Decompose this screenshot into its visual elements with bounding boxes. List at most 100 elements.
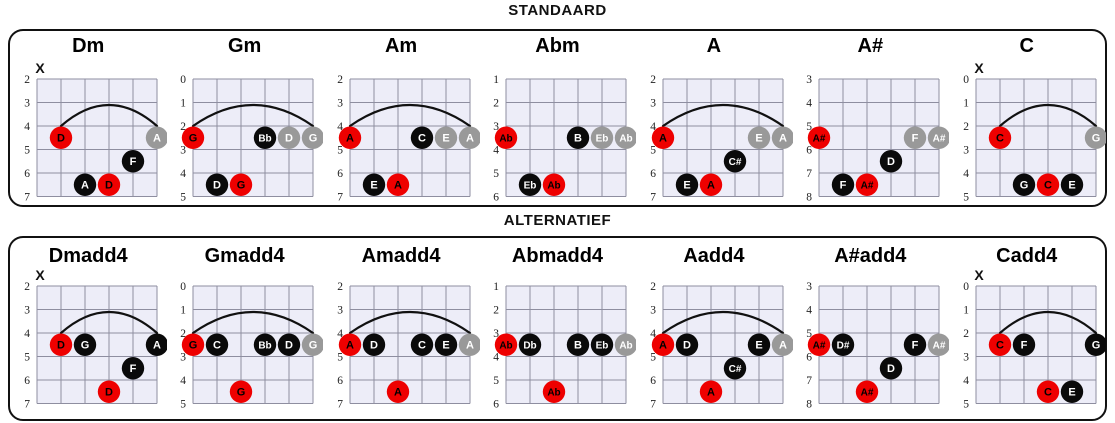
note-dot-label: F xyxy=(130,156,137,168)
note-dot-label: A xyxy=(779,133,787,145)
note-dot-label: Ab xyxy=(500,341,513,352)
note-dot xyxy=(543,173,566,196)
note-dot xyxy=(458,333,480,356)
chord-diagram: 0 1 2 3 4 5 G C Bb D G G xyxy=(181,281,324,411)
fret-number: 5 xyxy=(337,352,343,364)
chord-diagram: 3 4 5 6 7 8 A# D# F A# D A# xyxy=(806,281,950,411)
note-dot-label: G xyxy=(189,340,198,352)
fret-number: 0 xyxy=(181,74,187,86)
chord-title: Cadd4 xyxy=(996,245,1058,267)
fret-number: 6 xyxy=(24,375,30,387)
fret-number: 6 xyxy=(806,352,812,364)
note-dot xyxy=(651,126,674,149)
fret-number: 4 xyxy=(181,375,187,387)
fret-number: 5 xyxy=(963,399,969,411)
chord-cell: A# 3 4 5 6 7 8 A# F A# D F A# xyxy=(792,31,950,205)
note-dot-label: C xyxy=(1044,180,1052,192)
chord-diagram: 0 1 2 3 4 5 X C F G C E xyxy=(963,267,1106,411)
chord-title: Gmadd4 xyxy=(204,245,285,267)
note-dot-label: Ab xyxy=(620,134,633,145)
fret-number: 0 xyxy=(181,281,187,293)
fret-number: 2 xyxy=(650,74,656,86)
muted-string-x-icon: X xyxy=(974,60,984,76)
note-dot xyxy=(1036,380,1059,403)
fret-number: 1 xyxy=(963,98,969,110)
fret-number: 4 xyxy=(963,168,969,180)
muted-string-x-icon: X xyxy=(35,60,45,76)
fret-number: 1 xyxy=(494,74,500,86)
fret-number: 3 xyxy=(181,145,187,157)
note-dot-label: B xyxy=(574,340,582,352)
note-dot-label: D xyxy=(887,156,895,168)
note-dot xyxy=(771,126,793,149)
section-title-standaard: STANDAARD xyxy=(508,2,607,19)
note-dot xyxy=(1012,173,1035,196)
chord-diagram: 3 4 5 6 7 8 A# F A# D F A# xyxy=(806,74,950,204)
note-dot xyxy=(988,126,1011,149)
note-dot xyxy=(145,126,167,149)
fret-number: 4 xyxy=(24,121,30,133)
note-dot-label: D xyxy=(285,133,293,145)
note-dot-label: A xyxy=(346,340,354,352)
fret-number: 6 xyxy=(650,375,656,387)
note-dot xyxy=(254,126,277,149)
chord-cell: Gmadd4 0 1 2 3 4 5 G C Bb D G G xyxy=(166,238,324,419)
note-dot xyxy=(543,380,566,403)
fret-number: 6 xyxy=(806,145,812,157)
fret-number: 7 xyxy=(337,399,343,411)
fret-number: 5 xyxy=(806,121,812,133)
fret-number: 1 xyxy=(963,305,969,317)
chord-cell: A 2 3 4 5 6 7 A E A C# E A xyxy=(636,31,793,205)
note-dot xyxy=(879,150,903,173)
chord-cell: Gm 0 1 2 3 4 5 G Bb D G D G xyxy=(166,31,324,205)
fret-number: 6 xyxy=(337,375,343,387)
fret-number: 5 xyxy=(494,168,500,180)
chord-title: C xyxy=(1019,35,1034,57)
chord-diagram: 2 3 4 5 6 7 A E A C# E A xyxy=(650,74,793,204)
chord-title: Gm xyxy=(227,35,262,57)
note-dot-label: E xyxy=(1068,387,1075,399)
note-dot-label: A# xyxy=(813,134,826,145)
fret-number: 2 xyxy=(181,121,187,133)
fret-number: 2 xyxy=(24,74,30,86)
fret-number: 4 xyxy=(24,328,30,340)
chord-title: Abmadd4 xyxy=(511,245,604,267)
chord-diagram: 2 3 4 5 6 7 A D C E A A xyxy=(337,281,480,411)
fret-number: 4 xyxy=(963,375,969,387)
note-dot xyxy=(879,357,903,380)
fret-number: 7 xyxy=(337,192,343,204)
note-dot xyxy=(410,126,434,149)
fret-number: 5 xyxy=(963,192,969,204)
note-dot-label: G xyxy=(81,340,90,352)
note-dot-label: F xyxy=(840,180,847,192)
note-dot xyxy=(831,333,855,356)
note-dot xyxy=(747,126,770,149)
chord-cell: Aadd4 2 3 4 5 6 7 A D E A C# A xyxy=(636,238,793,419)
note-dot-label: A xyxy=(394,180,402,192)
note-dot-label: C# xyxy=(728,364,741,375)
chord-diagram: 0 1 2 3 4 5 G Bb D G D G xyxy=(181,74,324,204)
note-dot-label: E xyxy=(755,340,762,352)
note-dot xyxy=(97,173,121,196)
note-dot-label: E xyxy=(442,133,449,145)
note-dot xyxy=(615,126,637,149)
note-dot xyxy=(903,126,927,149)
fret-number: 3 xyxy=(337,305,343,317)
note-dot xyxy=(254,333,277,356)
fret-number: 3 xyxy=(494,328,500,340)
barre-arc xyxy=(59,104,159,128)
note-dot xyxy=(182,333,205,356)
note-dot xyxy=(362,173,386,196)
note-dot xyxy=(145,333,167,356)
fret-number: 5 xyxy=(337,145,343,157)
chord-cell: Am 2 3 4 5 6 7 A C E A E A xyxy=(323,31,480,205)
note-dot xyxy=(1084,126,1106,149)
note-dot xyxy=(121,357,145,380)
chord-cell: Abmadd4 1 2 3 4 5 6 Ab Db B Eb Ab Ab xyxy=(479,238,637,419)
note-dot-label: A# xyxy=(933,341,946,352)
note-dot-label: A xyxy=(466,340,474,352)
note-dot-label: Eb xyxy=(596,341,609,352)
barre-arc xyxy=(59,311,159,335)
fret-number: 5 xyxy=(806,328,812,340)
fret-number: 5 xyxy=(181,399,187,411)
